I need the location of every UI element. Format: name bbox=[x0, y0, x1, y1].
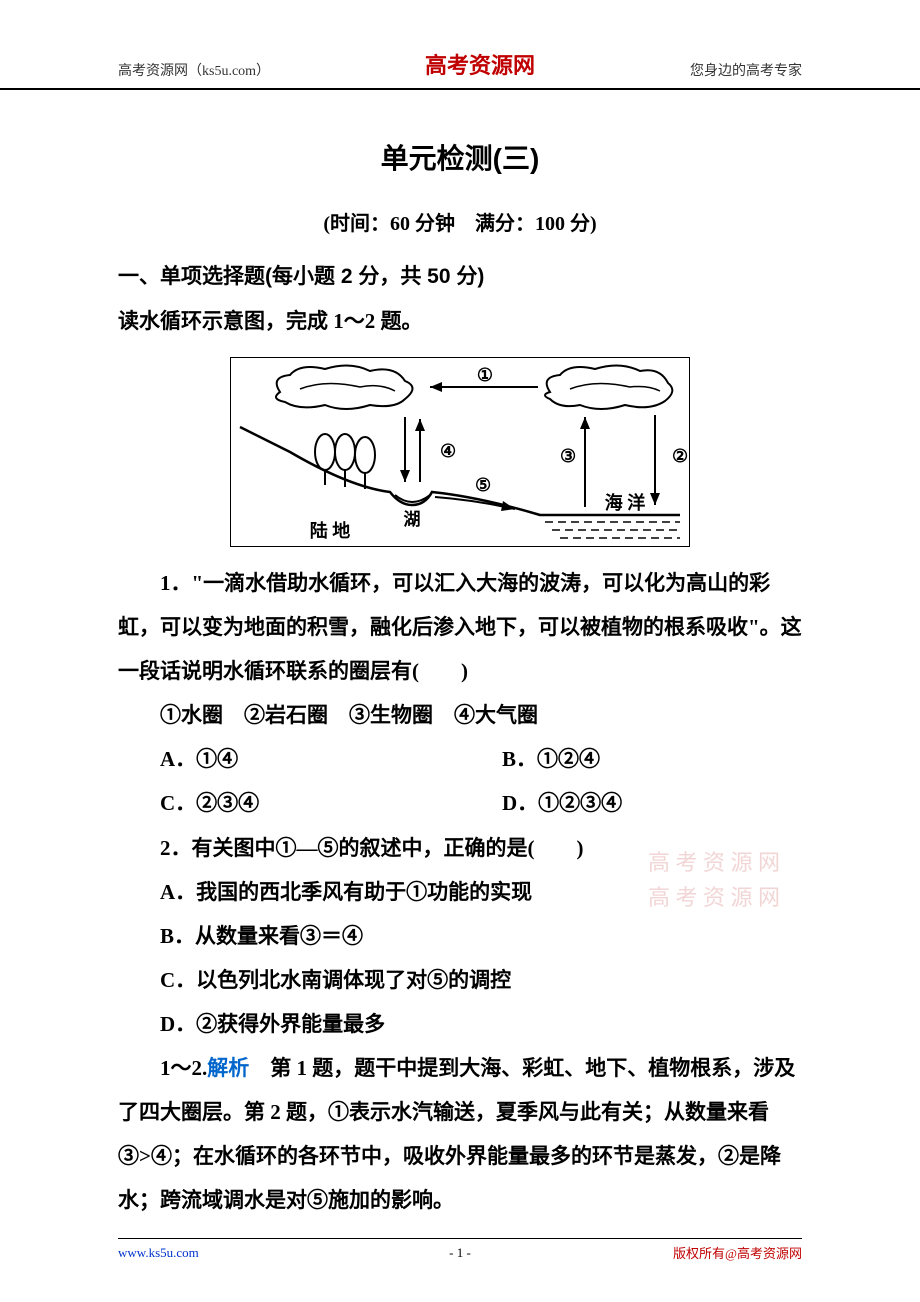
q2-text: 2．有关图中①—⑤的叙述中，正确的是( ) bbox=[118, 826, 802, 870]
label-5: ⑤ bbox=[475, 475, 491, 495]
q1-text: 1．"一滴水借助水循环，可以汇入大海的波涛，可以化为高山的彩虹，可以变为地面的积… bbox=[118, 561, 802, 693]
q2-option-d: D．②获得外界能量最多 bbox=[118, 1002, 802, 1046]
analysis-nums: 1～2. bbox=[160, 1056, 207, 1080]
q1-circles: ①水圈 ②岩石圈 ③生物圈 ④大气圈 bbox=[118, 693, 802, 737]
label-1: ① bbox=[477, 365, 493, 385]
q1-stem: 1．"一滴水借助水循环，可以汇入大海的波涛，可以化为高山的彩虹，可以变为地面的积… bbox=[118, 571, 802, 683]
header-right: 您身边的高考专家 bbox=[690, 60, 802, 80]
test-subtitle: (时间：60 分钟 满分：100 分) bbox=[118, 203, 802, 245]
diagram-intro: 读水循环示意图，完成 1～2 题。 bbox=[118, 299, 802, 343]
q1-options: A．①④ B．①②④ C．②③④ D．①②③④ bbox=[118, 737, 802, 825]
water-cycle-diagram: ① 湖 陆 地 海 洋 ④ ⑤ bbox=[230, 357, 690, 547]
main-content: 单元检测(三) (时间：60 分钟 满分：100 分) 一、单项选择题(每小题 … bbox=[0, 90, 920, 1222]
page-header: 高考资源网（ks5u.com） 高考资源网 您身边的高考专家 bbox=[0, 0, 920, 90]
footer-url: www.ks5u.com bbox=[118, 1245, 199, 1261]
analysis-para: 1～2.解析 第 1 题，题干中提到大海、彩虹、地下、植物根系，涉及了四大圈层。… bbox=[118, 1046, 802, 1222]
page-footer: www.ks5u.com - 1 - 版权所有@高考资源网 bbox=[118, 1238, 802, 1262]
label-lake: 湖 bbox=[404, 510, 421, 529]
q1-option-b: B．①②④ bbox=[460, 737, 802, 781]
q2-options: A．我国的西北季风有助于①功能的实现 B．从数量来看③＝④ C．以色列北水南调体… bbox=[118, 870, 802, 1046]
section-1-heading: 一、单项选择题(每小题 2 分，共 50 分) bbox=[118, 255, 802, 299]
page-number: - 1 - bbox=[449, 1245, 471, 1261]
label-3: ③ bbox=[560, 446, 576, 466]
analysis-label: 解析 bbox=[207, 1056, 249, 1080]
label-land: 陆 地 bbox=[310, 520, 351, 541]
header-left: 高考资源网（ks5u.com） bbox=[118, 60, 270, 80]
q1-option-d: D．①②③④ bbox=[460, 781, 802, 825]
q2-option-b: B．从数量来看③＝④ bbox=[118, 914, 802, 958]
unit-test-title: 单元检测(三) bbox=[118, 130, 802, 189]
q1-option-c: C．②③④ bbox=[118, 781, 460, 825]
label-4: ④ bbox=[440, 441, 456, 461]
label-ocean: 海 洋 bbox=[605, 492, 646, 513]
label-2: ② bbox=[672, 446, 688, 466]
footer-copyright: 版权所有@高考资源网 bbox=[673, 1243, 802, 1262]
q1-option-a: A．①④ bbox=[118, 737, 460, 781]
q2-option-c: C．以色列北水南调体现了对⑤的调控 bbox=[118, 958, 802, 1002]
q2-option-a: A．我国的西北季风有助于①功能的实现 bbox=[118, 870, 802, 914]
header-center-logo: 高考资源网 bbox=[425, 48, 535, 80]
